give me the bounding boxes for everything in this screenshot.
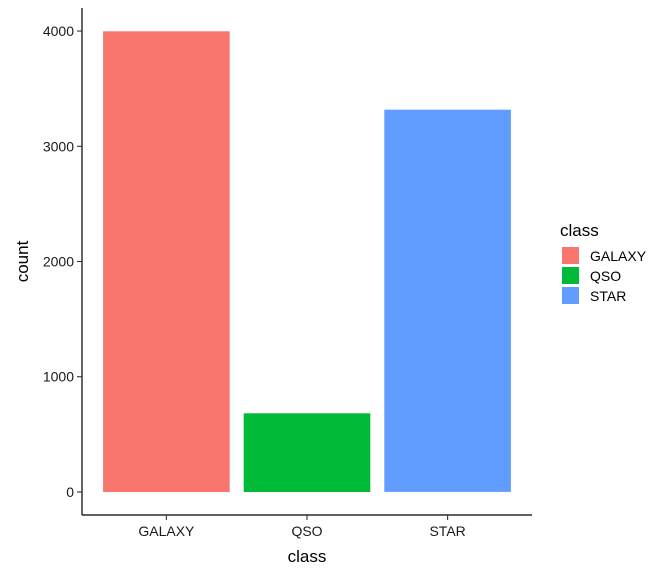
- x-axis-title: class: [288, 547, 327, 566]
- bar-star: [384, 109, 511, 492]
- x-tick-label: QSO: [291, 523, 322, 539]
- y-tick-label: 4000: [43, 23, 74, 39]
- bars-group: [103, 31, 511, 493]
- bar-galaxy: [103, 31, 230, 493]
- legend: class GALAXY QSO STAR: [560, 221, 647, 304]
- y-tick-label: 1000: [43, 369, 74, 385]
- legend-swatch-galaxy: [562, 247, 579, 264]
- bar-qso: [243, 413, 371, 492]
- axes-group: 0 1000 2000 3000 4000 GALAXY QSO STAR: [43, 8, 532, 539]
- y-tick-label: 0: [66, 484, 74, 500]
- legend-title: class: [560, 221, 599, 240]
- y-tick-label: 3000: [43, 138, 74, 154]
- legend-swatch-qso: [562, 267, 579, 284]
- legend-label-galaxy: GALAXY: [590, 248, 647, 264]
- y-axis-title: count: [13, 240, 32, 282]
- legend-label-star: STAR: [590, 288, 626, 304]
- legend-label-qso: QSO: [590, 268, 621, 284]
- x-tick-label: GALAXY: [138, 523, 195, 539]
- legend-swatch-star: [562, 287, 579, 304]
- x-tick-label: STAR: [429, 523, 465, 539]
- y-tick-label: 2000: [43, 254, 74, 270]
